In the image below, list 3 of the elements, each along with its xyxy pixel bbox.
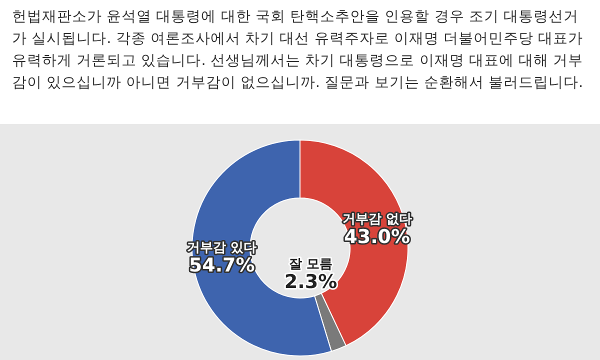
data-label: 2.3% — [284, 270, 338, 293]
slice-label: 잘 모름 — [289, 256, 333, 272]
chart-title: 헌법재판소가 윤석열 대통령에 대한 국회 탄핵소추안을 인용할 경우 조기 대통령선거가 실시됩니다. 각종 여론조사에서 차기 대선 유력주자로 이재명 더불어민주당 대표가 유력하게 거론되고 있습니다. 선생님께서는 차기 대통령으로 이재명 대표에 대해 거부감이 있으십니까 아니면 거부감이 없으십니까. 질문과 보기는 순환해서 불러드립니다. — [11, 8, 584, 93]
